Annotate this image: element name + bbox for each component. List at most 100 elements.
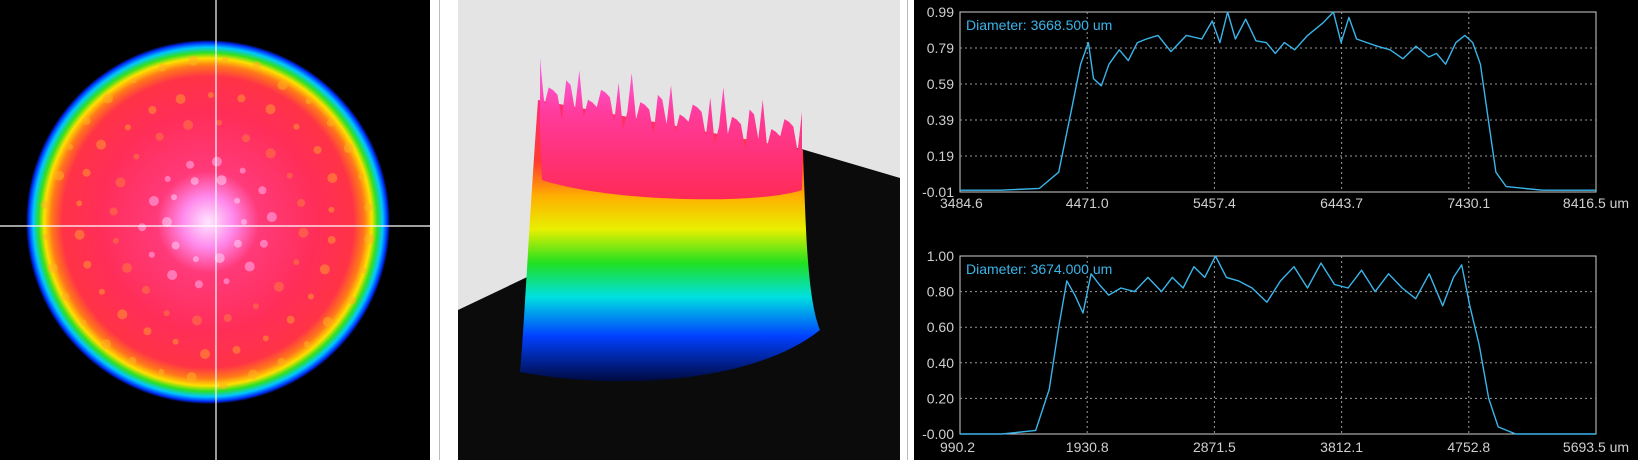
speckle-dot: [128, 356, 137, 365]
speckle-dot: [122, 262, 133, 273]
beam-top-surface: [540, 58, 802, 200]
speckle-dot: [218, 381, 227, 390]
plot-frame: [959, 11, 1597, 193]
x-tick-label: 4752.8: [1447, 439, 1490, 455]
speckle-dot: [293, 123, 300, 130]
y-tick-label: 0.99: [927, 4, 954, 20]
speckle-dot: [223, 278, 230, 285]
speckle-dot: [109, 207, 118, 216]
speckle-dot: [192, 315, 202, 326]
speckle-dot: [277, 357, 286, 366]
speckle-dot: [133, 153, 140, 160]
speckle-dot: [148, 196, 159, 206]
speckle-dot: [237, 94, 246, 103]
speckle-dot: [327, 173, 338, 183]
speckle-dot: [158, 63, 167, 72]
speckle-dot: [183, 120, 194, 130]
speckle-dot: [117, 309, 128, 320]
speckle-dot: [222, 56, 229, 63]
x-tick-label: 3812.1: [1320, 439, 1363, 455]
speckle-dot: [313, 146, 322, 154]
x-tick-label: 2871.5: [1193, 439, 1236, 455]
speckle-dot: [216, 119, 223, 126]
speckle-dot: [265, 104, 276, 115]
speckle-dot: [194, 280, 203, 289]
y-tick-label: 0.60: [927, 319, 954, 335]
speckle-dot: [172, 338, 179, 345]
beam-disc: [26, 40, 390, 404]
y-tick-label: -0.01: [922, 184, 954, 200]
x-tick-label: 3484.6: [940, 195, 983, 211]
speckle-dot: [186, 372, 197, 383]
speckle-dot: [265, 148, 276, 159]
speckle-dot: [233, 239, 242, 248]
speckle-dot: [61, 292, 70, 301]
speckle-dot: [360, 267, 367, 274]
speckle-dot: [223, 314, 232, 322]
speckle-dot: [232, 345, 241, 354]
speckle-dot: [327, 235, 336, 244]
speckle-dot: [164, 175, 171, 182]
speckle-dot: [207, 92, 214, 98]
x-tick-label: 7430.1: [1447, 195, 1490, 211]
speckle-dot: [322, 316, 333, 327]
speckle-dot: [192, 256, 199, 263]
speckle-dot: [115, 177, 126, 188]
speckle-dot: [252, 303, 259, 310]
x-tick-label: 8416.5 um: [1563, 195, 1629, 211]
speckle-dot: [158, 368, 165, 375]
y-tick-label: 0.79: [927, 40, 954, 56]
x-tick-label: 4471.0: [1066, 195, 1109, 211]
diameter-annotation: Diameter: 3668.500 um: [966, 17, 1112, 33]
speckle-dot: [155, 132, 164, 141]
speckle-dot: [83, 260, 92, 269]
beam-3d-view-panel: [458, 0, 900, 460]
speckle-dot: [98, 288, 105, 295]
speckle-dot: [190, 177, 199, 186]
y-tick-label: 0.59: [927, 76, 954, 92]
speckle-dot: [252, 61, 261, 70]
speckle-dot: [319, 264, 330, 275]
speckle-dot: [171, 194, 177, 201]
speckle-dot: [186, 160, 195, 169]
speckle-dot: [42, 233, 49, 240]
speckle-dot: [358, 173, 365, 180]
speckle-dot: [211, 156, 222, 167]
speckle-dot: [216, 175, 227, 186]
speckle-dot: [273, 281, 284, 292]
speckle-dot: [307, 293, 314, 300]
panel-divider: [439, 0, 440, 460]
speckle-dot: [40, 200, 49, 209]
speckle-dot: [188, 55, 199, 66]
speckle-dot: [239, 167, 246, 174]
y-tick-label: 0.19: [927, 148, 954, 164]
beam-2d-heatmap: [0, 0, 430, 460]
speckle-dot: [130, 77, 137, 84]
speckle-dot: [47, 262, 58, 273]
x-tick-label: 990.2: [940, 439, 975, 455]
speckle-dot: [80, 319, 87, 326]
beam-2d-image-panel: [0, 0, 430, 460]
speckle-dot: [76, 200, 83, 207]
speckle-dot: [262, 335, 269, 342]
profile-line: [960, 255, 1596, 435]
speckle-dot: [241, 219, 247, 225]
y-tick-label: 0.40: [927, 355, 954, 371]
speckle-dot: [298, 227, 309, 238]
speckle-dot: [242, 134, 250, 143]
speckle-dot: [277, 80, 288, 90]
y-tick-label: -0.00: [922, 426, 954, 442]
speckle-dot: [175, 94, 186, 104]
speckle-dot: [101, 339, 112, 350]
speckle-dot: [124, 124, 131, 131]
speckle-dot: [214, 253, 225, 264]
y-tick-label: 0.80: [927, 284, 954, 300]
speckle-dot: [163, 310, 170, 317]
speckle-dot: [266, 212, 277, 222]
speckle-dot: [286, 172, 293, 179]
speckle-dot: [258, 186, 267, 195]
speckle-dot: [200, 349, 210, 359]
